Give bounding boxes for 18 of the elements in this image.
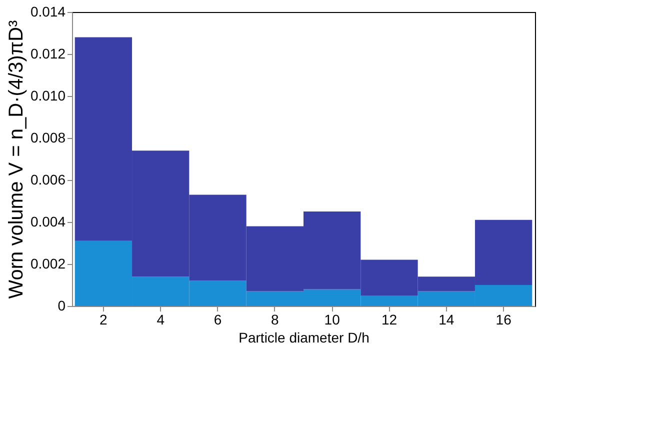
y-axis-title: Worn volume V = n_D·(4/3)πD³ xyxy=(5,20,28,299)
y-tick-label: 0.008 xyxy=(30,130,66,146)
x-tick-label: 16 xyxy=(496,312,512,328)
x-tick-label: 6 xyxy=(214,312,222,328)
x-axis-title: Particle diameter D/h xyxy=(238,330,370,346)
x-tick-label: 14 xyxy=(438,312,454,328)
x-tick-label: 8 xyxy=(271,312,280,328)
x-tick-label: 12 xyxy=(381,312,398,328)
y-tick-label: 0.014 xyxy=(30,4,66,20)
y-tick-label: 0.012 xyxy=(30,46,66,62)
y-tick-label: 0.002 xyxy=(30,256,66,272)
x-tick-label: 4 xyxy=(156,312,165,328)
y-tick-label: 0 xyxy=(58,298,66,314)
x-tick-label: 2 xyxy=(100,312,108,328)
y-tick-label: 0.004 xyxy=(30,214,66,230)
x-tick-label: 10 xyxy=(324,312,340,328)
y-tick-label: 0.006 xyxy=(30,172,66,188)
y-tick-label: 0.010 xyxy=(30,88,66,104)
